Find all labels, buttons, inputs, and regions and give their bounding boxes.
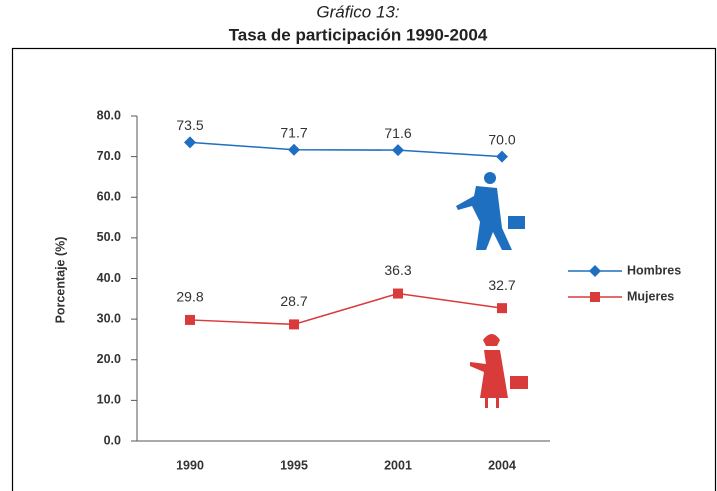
- man-icon: [456, 172, 525, 250]
- data-label: 71.6: [384, 125, 411, 141]
- legend-label: Mujeres: [627, 289, 674, 303]
- y-tick-label: 20.0: [97, 352, 121, 366]
- y-tick-label: 70.0: [97, 149, 121, 163]
- marker: [496, 151, 508, 163]
- data-label: 70.0: [488, 131, 515, 147]
- marker: [289, 319, 299, 329]
- x-tick-label: 1990: [176, 458, 204, 472]
- x-tick-label: 2001: [384, 458, 412, 472]
- marker: [185, 315, 195, 325]
- y-tick-label: 50.0: [97, 230, 121, 244]
- marker: [288, 144, 300, 156]
- data-label: 36.3: [384, 262, 411, 278]
- data-label: 71.7: [280, 124, 307, 140]
- marker: [497, 303, 507, 313]
- marker: [184, 136, 196, 148]
- woman-icon: [470, 334, 528, 408]
- legend-marker: [590, 292, 600, 302]
- chart-title: Gráfico 13:: [316, 2, 399, 21]
- chart: Gráfico 13: Tasa de participación 1990-2…: [0, 0, 717, 491]
- chart-subtitle: Tasa de participación 1990-2004: [229, 25, 488, 44]
- y-tick-label: 40.0: [97, 271, 121, 285]
- data-label: 73.5: [176, 117, 203, 133]
- marker: [392, 144, 404, 156]
- y-tick-label: 0.0: [104, 433, 121, 447]
- y-tick-label: 80.0: [97, 108, 121, 122]
- y-axis-label: Porcentaje (%): [53, 237, 67, 324]
- series-line: [190, 294, 502, 325]
- legend-label: Hombres: [627, 263, 681, 277]
- data-label: 32.7: [488, 277, 515, 293]
- y-tick-label: 60.0: [97, 190, 121, 204]
- data-label: 28.7: [280, 293, 307, 309]
- legend-marker: [589, 265, 601, 277]
- page: Gráfico 13: Tasa de participación 1990-2…: [0, 0, 717, 491]
- series-line: [190, 142, 502, 156]
- y-tick-label: 30.0: [97, 311, 121, 325]
- y-tick-label: 10.0: [97, 393, 121, 407]
- x-tick-label: 2004: [488, 458, 516, 472]
- data-label: 29.8: [176, 289, 203, 305]
- marker: [393, 289, 403, 299]
- x-tick-label: 1995: [280, 458, 308, 472]
